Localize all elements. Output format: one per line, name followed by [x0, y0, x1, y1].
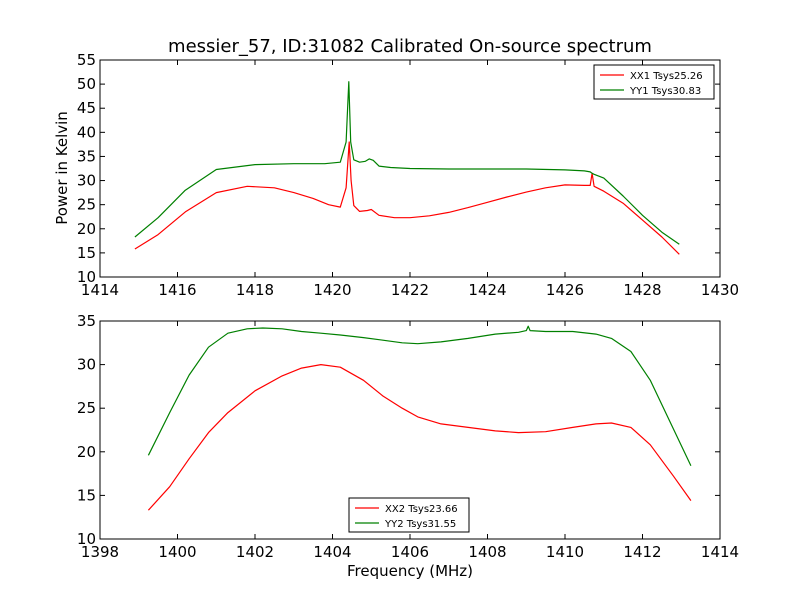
- series-line-1: [147, 325, 692, 467]
- y-tick-label: 25: [77, 196, 96, 214]
- legend-entry: YY2 Tsys31.55: [384, 519, 456, 530]
- legend-box: [348, 497, 470, 533]
- x-tick-label: 1406: [391, 543, 429, 561]
- x-tick-label: 1410: [546, 543, 584, 561]
- x-tick-label: 1414: [81, 281, 119, 299]
- bottom-chart: Frequency (MHz) 1398 1400 1402 1404 1406 1408…: [77, 312, 739, 580]
- series-group: [134, 81, 680, 255]
- x-tick-label: 1418: [236, 281, 274, 299]
- x-tick-label: 1412: [623, 543, 661, 561]
- x-tick-label: 1404: [313, 543, 351, 561]
- x-tick-label: 1408: [468, 543, 506, 561]
- y-tick-label: 15: [77, 244, 96, 262]
- x-tick-label: 1420: [313, 281, 351, 299]
- y-tick-label: 55: [77, 51, 96, 69]
- x-tick-label: 1414: [701, 543, 739, 561]
- y-axis-label: Power in Kelvin: [53, 111, 71, 225]
- y-tick-label: 15: [77, 486, 96, 504]
- legend: XX1 Tsys25.26 YY1 Tsys30.83: [593, 64, 715, 100]
- y-tick-label: 10: [77, 530, 96, 548]
- x-tick-label: 1430: [701, 281, 739, 299]
- x-tick-label: 1402: [236, 543, 274, 561]
- y-tick-label: 45: [77, 99, 96, 117]
- plot-frame: [99, 320, 721, 540]
- y-tick-label: 20: [77, 443, 96, 461]
- y-tick-label: 25: [77, 399, 96, 417]
- y-tick-label: 50: [77, 75, 96, 93]
- x-tick-label: 1426: [546, 281, 584, 299]
- legend: XX2 Tsys23.66 YY2 Tsys31.55: [348, 497, 470, 533]
- series-line-0: [134, 141, 680, 255]
- legend-entry: XX2 Tsys23.66: [385, 504, 458, 515]
- series-group: [147, 325, 692, 511]
- tick-group: 1398 1400 1402 1404 1406 1408 1410 1412 1414 10 15…: [77, 312, 739, 561]
- x-tick-label: 1424: [468, 281, 506, 299]
- tick-group: 1414 1416 1418 1420 1422 1424 1426 1428 1430 10 15…: [77, 51, 739, 299]
- y-tick-label: 20: [77, 220, 96, 238]
- y-tick-label: 10: [77, 268, 96, 286]
- top-chart: messier_57, ID:31082 Calibrated On-sourc…: [53, 36, 739, 299]
- legend-entry: YY1 Tsys30.83: [629, 86, 701, 97]
- legend-box: [593, 64, 715, 100]
- series-line-1: [134, 81, 680, 245]
- y-tick-label: 35: [77, 312, 96, 330]
- chart-title: messier_57, ID:31082 Calibrated On-sourc…: [168, 36, 652, 57]
- series-line-0: [147, 364, 692, 511]
- x-tick-label: 1398: [81, 543, 119, 561]
- plot-frame: [99, 59, 721, 278]
- x-axis-label: Frequency (MHz): [347, 562, 473, 580]
- x-tick-label: 1416: [158, 281, 196, 299]
- x-tick-label: 1400: [158, 543, 196, 561]
- y-tick-label: 35: [77, 147, 96, 165]
- y-tick-label: 30: [77, 172, 96, 190]
- y-tick-label: 40: [77, 123, 96, 141]
- x-tick-label: 1428: [623, 281, 661, 299]
- y-tick-label: 30: [77, 356, 96, 374]
- legend-entry: XX1 Tsys25.26: [630, 71, 703, 82]
- x-tick-label: 1422: [391, 281, 429, 299]
